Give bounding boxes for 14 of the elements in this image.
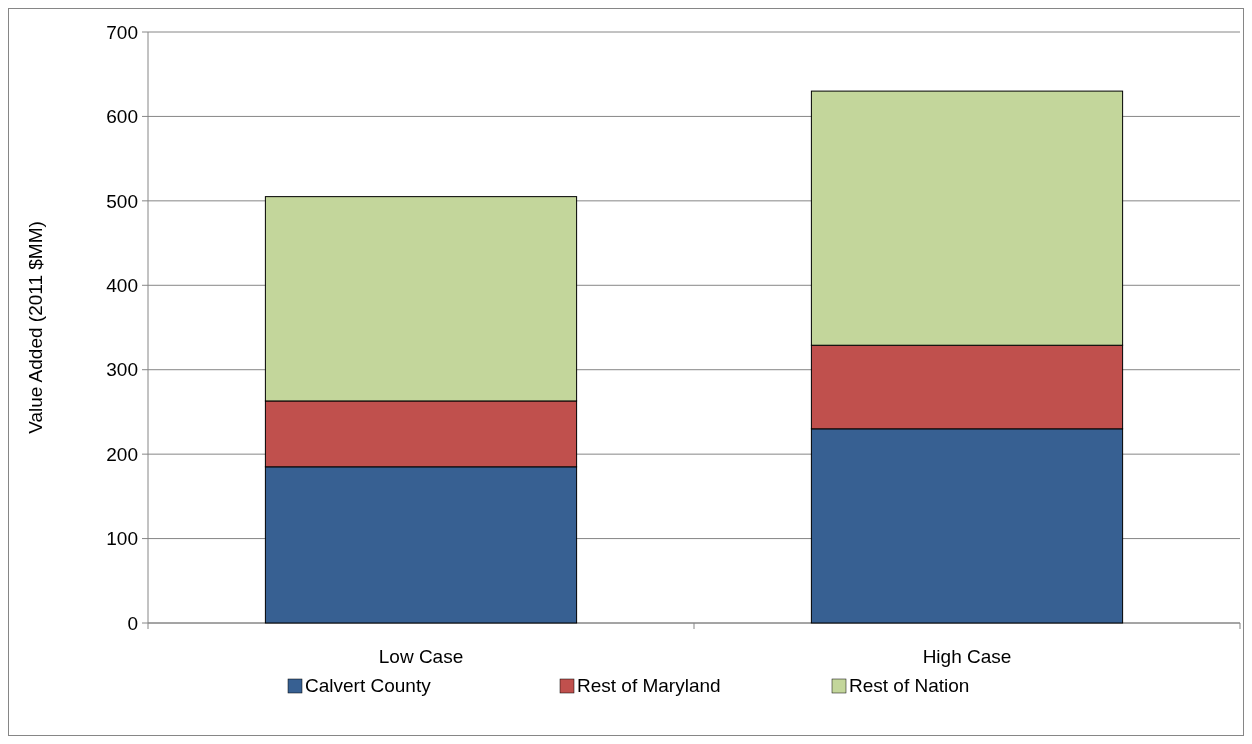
legend-label: Calvert County xyxy=(305,675,432,696)
x-tick-label: High Case xyxy=(922,646,1012,667)
y-tick-label: 0 xyxy=(127,612,138,634)
y-tick-label: 400 xyxy=(106,274,138,296)
y-tick-label: 100 xyxy=(106,528,138,550)
legend-label: Rest of Nation xyxy=(849,675,970,696)
x-tick-label: Low Case xyxy=(378,646,464,667)
legend-label: Rest of Maryland xyxy=(577,675,721,696)
y-axis-title: Value Added (2011 $MM) xyxy=(25,221,46,434)
y-tick-label: 500 xyxy=(106,190,138,212)
y-tick-label: 300 xyxy=(106,359,138,381)
y-tick-label: 700 xyxy=(106,21,138,43)
y-tick-label: 200 xyxy=(106,443,138,465)
y-tick-label: 600 xyxy=(106,106,138,128)
